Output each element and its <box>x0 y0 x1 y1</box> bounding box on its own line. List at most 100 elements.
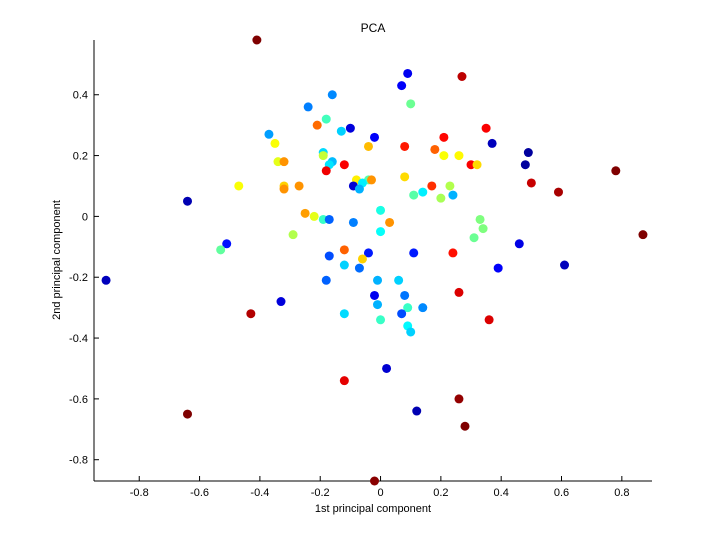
data-point <box>403 303 413 313</box>
x-tick-label: 0 <box>377 487 383 499</box>
data-point <box>412 406 422 416</box>
data-point <box>339 245 349 255</box>
data-point <box>312 120 322 130</box>
y-ticks: -0.8 -0.6 -0.4 -0.2 0 0.2 0.4 <box>69 90 99 467</box>
data-point <box>321 275 331 285</box>
data-point <box>481 123 491 133</box>
data-point <box>493 263 503 273</box>
data-point <box>638 230 648 240</box>
data-point <box>439 132 449 142</box>
data-point <box>472 160 482 170</box>
data-point <box>553 187 563 197</box>
data-point <box>400 290 410 300</box>
data-point <box>409 190 419 200</box>
data-point <box>101 275 111 285</box>
data-point <box>520 160 530 170</box>
data-point <box>409 248 419 258</box>
data-point <box>448 248 458 258</box>
x-tick-label: 0.8 <box>614 487 629 499</box>
data-point <box>294 181 304 191</box>
data-point <box>448 190 458 200</box>
data-point <box>321 166 331 176</box>
axes <box>93 40 652 482</box>
data-point <box>418 187 428 197</box>
data-point <box>339 376 349 386</box>
data-point <box>397 81 407 91</box>
x-tick-label: -0.2 <box>311 487 330 499</box>
chart-title: PCA <box>361 21 386 35</box>
data-point <box>445 181 455 191</box>
data-point <box>222 239 232 249</box>
data-point <box>370 476 380 486</box>
data-point <box>418 303 428 313</box>
x-tick-label: 0.2 <box>433 487 448 499</box>
data-point <box>324 251 334 261</box>
data-point <box>376 205 386 215</box>
data-point <box>336 126 346 136</box>
data-point <box>363 141 373 151</box>
data-point <box>216 245 226 255</box>
data-point <box>460 421 470 431</box>
y-tick-label: -0.8 <box>69 455 88 467</box>
data-point <box>321 114 331 124</box>
data-point <box>363 248 373 258</box>
y-tick-label: -0.4 <box>69 333 88 345</box>
data-point <box>475 214 485 224</box>
data-point <box>469 233 479 243</box>
y-tick-label: 0.2 <box>73 151 88 163</box>
data-point <box>339 160 349 170</box>
data-point <box>385 217 395 227</box>
data-points <box>101 35 648 486</box>
data-point <box>354 184 364 194</box>
y-axis-title: 2nd principal component <box>51 200 63 320</box>
data-point <box>300 208 310 218</box>
data-point <box>436 193 446 203</box>
data-point <box>246 309 256 319</box>
y-tick-label: 0.4 <box>73 90 88 102</box>
x-tick-label: -0.6 <box>190 487 209 499</box>
data-point <box>370 132 380 142</box>
data-point <box>560 260 570 270</box>
data-point <box>303 102 313 112</box>
data-point <box>354 263 364 273</box>
y-tick-label: -0.6 <box>69 394 88 406</box>
data-point <box>339 309 349 319</box>
data-point <box>400 172 410 182</box>
data-point <box>611 166 621 176</box>
x-tick-label: -0.4 <box>250 487 269 499</box>
x-tick-label: 0.6 <box>554 487 569 499</box>
data-point <box>403 68 413 78</box>
data-point <box>264 129 274 139</box>
x-ticks: -0.8 -0.6 -0.4 -0.2 0 0.2 0.4 0.6 0.8 <box>130 476 629 499</box>
data-point <box>252 35 262 45</box>
data-point <box>279 157 289 167</box>
data-point <box>487 138 497 148</box>
data-point <box>427 181 437 191</box>
data-point <box>376 315 386 325</box>
data-point <box>366 175 376 185</box>
data-point <box>439 151 449 161</box>
data-point <box>276 297 286 307</box>
data-point <box>339 260 349 270</box>
data-point <box>288 230 298 240</box>
y-tick-label: -0.2 <box>69 272 88 284</box>
data-point <box>309 211 319 221</box>
data-point <box>397 309 407 319</box>
y-tick-label: 0 <box>82 211 88 223</box>
data-point <box>478 224 488 234</box>
data-point <box>357 254 367 264</box>
data-point <box>430 144 440 154</box>
data-point <box>406 327 416 337</box>
data-point <box>382 363 392 373</box>
data-point <box>373 300 383 310</box>
data-point <box>373 275 383 285</box>
data-point <box>526 178 536 188</box>
data-point <box>234 181 244 191</box>
data-point <box>318 151 328 161</box>
data-point <box>270 138 280 148</box>
data-point <box>457 71 467 81</box>
data-point <box>348 217 358 227</box>
data-point <box>400 141 410 151</box>
